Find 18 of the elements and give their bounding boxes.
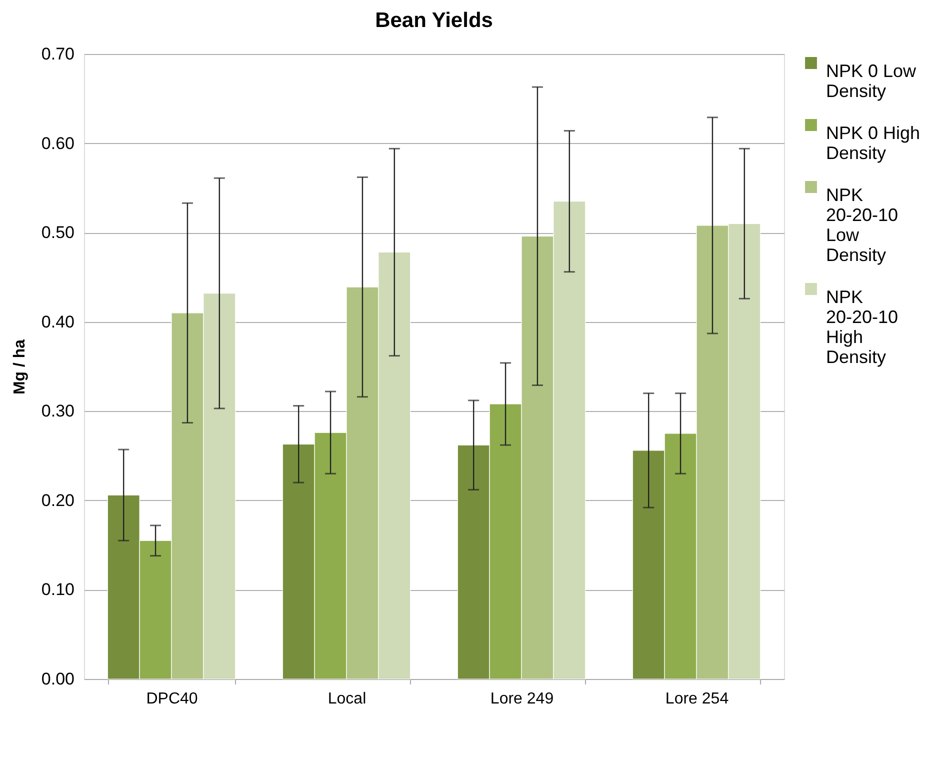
- x-tick-label: Lore 254: [665, 690, 729, 708]
- y-tick-label: 0.50: [41, 223, 74, 242]
- y-tick-label: 0.40: [41, 312, 74, 332]
- y-tick-label: 0.60: [41, 134, 74, 153]
- legend-label: NPK 0 High Density: [826, 123, 920, 163]
- legend-label: NPK 0 Low Density: [826, 61, 918, 101]
- x-tick-label: DPC40: [146, 690, 198, 708]
- y-tick-label: 0.10: [41, 580, 74, 600]
- legend-label: NPK 20-20-10 Low Density: [826, 185, 898, 265]
- chart-title: Bean Yields: [375, 9, 493, 32]
- x-tick-label: Lore 249: [490, 690, 554, 708]
- y-tick-label: 0.00: [41, 670, 74, 688]
- y-tick-label: 0.30: [41, 402, 74, 421]
- legend-label: NPK 20-20-10 High Density: [826, 287, 898, 367]
- y-tick-label: 0.20: [41, 490, 74, 510]
- y-axis-title: Mg / ha: [11, 339, 28, 395]
- x-tick-label: Local: [328, 690, 366, 708]
- y-tick-label: 0.70: [41, 44, 74, 64]
